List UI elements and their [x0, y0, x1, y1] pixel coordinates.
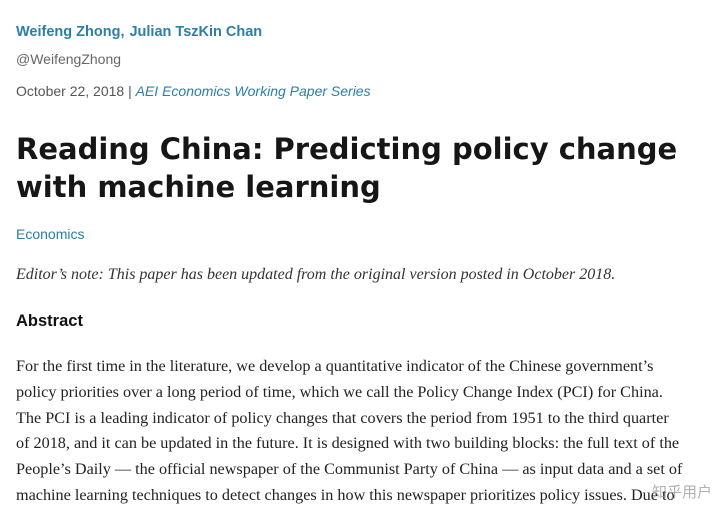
date-separator: | — [124, 83, 136, 99]
abstract-line: The PCI is a leading indicator of policy… — [16, 408, 669, 427]
editor-note: Editor’s note: This paper has been updat… — [16, 266, 616, 283]
page-title: Reading China: Predicting policy change … — [16, 132, 678, 204]
watermark: 知乎用户 — [651, 483, 712, 501]
author-link-julian-chan[interactable]: Julian TszKin Chan — [129, 24, 263, 40]
category-tag[interactable]: Economics — [16, 226, 85, 242]
author-link-weifeng-zhong[interactable]: Weifeng Zhong — [16, 24, 121, 40]
abstract-line: of 2018, and it can be updated in the fu… — [16, 434, 680, 453]
abstract-line: policy priorities over a long period of … — [16, 382, 663, 401]
abstract-line: People’s Daily — the official newspaper … — [16, 460, 683, 479]
publish-date: October 22, 2018 — [16, 83, 125, 99]
author-list: Weifeng Zhong, Julian TszKin Chan — [16, 24, 262, 40]
abstract-line: machine learning techniques to detect ch… — [16, 485, 675, 504]
author-handle[interactable]: @WeifengZhong — [16, 51, 122, 67]
author-separator: , — [120, 24, 125, 40]
abstract-text: For the first time in the literature, we… — [16, 354, 706, 509]
dateline: October 22, 2018 | AEI Economics Working… — [16, 83, 371, 99]
series-link[interactable]: AEI Economics Working Paper Series — [135, 83, 371, 99]
abstract-heading: Abstract — [16, 312, 83, 330]
abstract-line: For the first time in the literature, we… — [16, 357, 654, 375]
